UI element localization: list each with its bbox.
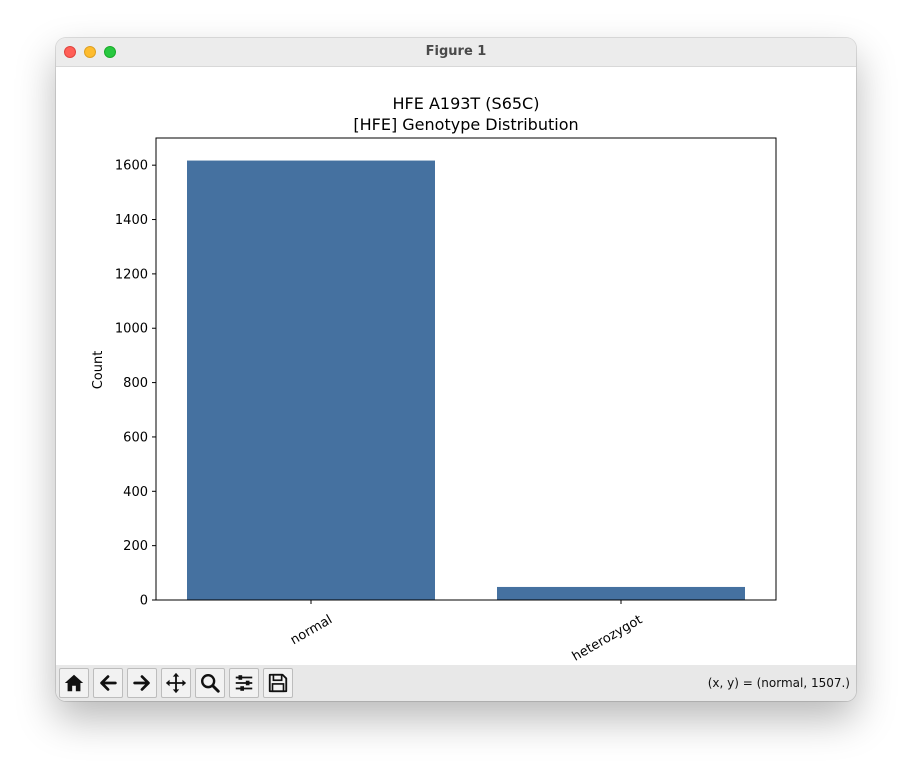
back-button[interactable]	[93, 668, 123, 698]
y-tick-label: 1600	[115, 159, 148, 174]
maximize-window-button[interactable]	[104, 46, 116, 58]
y-tick-label: 400	[123, 485, 148, 500]
y-axis-label: Count	[91, 351, 106, 390]
figure-window: Figure 1 HFE A193T (S65C) [HFE] Genotype…	[56, 38, 856, 701]
bar-heterozygot	[497, 586, 745, 600]
pan-button[interactable]	[161, 668, 191, 698]
y-tick-label: 600	[123, 430, 148, 445]
minimize-window-button[interactable]	[84, 46, 96, 58]
cursor-coordinates: (x, y) = (normal, 1507.)	[707, 676, 850, 690]
save-button[interactable]	[263, 668, 293, 698]
x-tick-label: normal	[288, 612, 335, 648]
configure-subplots-button[interactable]	[229, 668, 259, 698]
y-tick-label: 800	[123, 376, 148, 391]
home-icon	[64, 674, 84, 692]
navigation-toolbar: (x, y) = (normal, 1507.)	[56, 665, 856, 701]
y-tick-label: 0	[140, 594, 148, 609]
bar-chart: HFE A193T (S65C) [HFE] Genotype Distribu…	[91, 94, 777, 665]
title-bar: Figure 1	[56, 38, 856, 67]
zoom-button[interactable]	[195, 668, 225, 698]
chart-title: HFE A193T (S65C)	[393, 94, 540, 113]
arrow-right-icon	[133, 675, 150, 691]
forward-button[interactable]	[127, 668, 157, 698]
magnifier-icon	[201, 674, 220, 693]
home-button[interactable]	[59, 668, 89, 698]
floppy-disk-icon	[268, 673, 288, 693]
sliders-icon	[235, 675, 253, 691]
bar-normal	[187, 160, 435, 601]
x-tick-label: heterozygot	[570, 612, 645, 664]
y-tick-label: 1000	[115, 322, 148, 337]
chart-subtitle: [HFE] Genotype Distribution	[353, 115, 578, 134]
close-window-button[interactable]	[64, 46, 76, 58]
y-tick-label: 1400	[115, 213, 148, 228]
move-icon	[165, 672, 187, 694]
figure-canvas: HFE A193T (S65C) [HFE] Genotype Distribu…	[56, 67, 856, 665]
arrow-left-icon	[100, 675, 117, 691]
window-title: Figure 1	[425, 44, 487, 59]
y-tick-label: 200	[123, 539, 148, 554]
plot-frame	[155, 137, 777, 601]
y-tick-label: 1200	[115, 267, 148, 282]
